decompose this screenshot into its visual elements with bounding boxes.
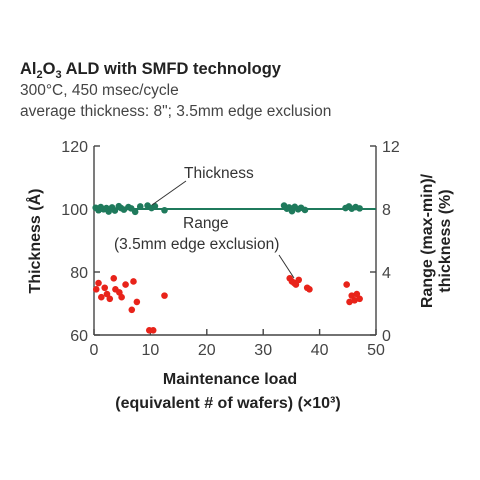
title-sub2: 3 [55, 69, 61, 81]
ticks-layer: 0 10 20 30 40 50 60 80 100 120 0 4 8 12 [61, 139, 400, 359]
range-point [149, 326, 157, 334]
thickness-point [151, 202, 159, 210]
chart-title: Al2O3 ALD with SMFD technology [20, 60, 282, 81]
y-right-tick-label: 4 [382, 265, 391, 282]
range-point [130, 278, 137, 285]
range-point [101, 284, 109, 292]
title-mid: O [43, 60, 56, 78]
subtitle-line-2: average thickness: 8"; 3.5mm edge exclus… [20, 103, 331, 120]
series-layer [92, 202, 376, 334]
x-tick-label: 50 [367, 342, 385, 359]
y-right-tick-label: 0 [382, 328, 391, 345]
thickness-point [131, 208, 139, 216]
range-point [118, 293, 125, 301]
range-point [133, 298, 141, 306]
range-point [98, 293, 105, 301]
x-tick-label: 0 [90, 342, 99, 359]
x-tick-label: 40 [311, 342, 329, 359]
y-left-tick-label: 120 [61, 139, 88, 156]
range-point [95, 279, 102, 287]
range-point [128, 306, 136, 314]
range-point [351, 297, 358, 304]
y-right-tick-label: 12 [382, 139, 400, 156]
x-tick-label: 30 [254, 342, 272, 359]
title-prefix: Al [20, 60, 37, 78]
subtitle-line-1: 300°C, 450 msec/cycle [20, 82, 179, 99]
thickness-point [136, 203, 144, 210]
annotation-thickness: Thickness [184, 165, 254, 182]
thickness-point [301, 206, 309, 214]
range-point [161, 292, 168, 299]
axes [93, 146, 377, 336]
title-rest: ALD with SMFD technology [62, 60, 282, 78]
range-point [295, 276, 303, 284]
range-point [306, 286, 313, 293]
thickness-point [356, 205, 363, 212]
annotation-range-sub: (3.5mm edge exclusion) [114, 236, 279, 253]
annotation-range: Range [183, 215, 229, 232]
y-axis-left-label: Thickness (Å) [25, 189, 44, 294]
thickness-point [161, 206, 168, 214]
y-left-tick-label: 60 [70, 328, 88, 345]
y-axis-right-label-line-2: thickness (%) [437, 189, 454, 292]
range-point [92, 286, 100, 293]
x-tick-label: 10 [142, 342, 160, 359]
range-point [346, 298, 353, 306]
y-left-tick-label: 80 [70, 265, 88, 282]
y-axis-right-label-line-1: Range (max-min)/ [419, 173, 436, 308]
x-tick-label: 20 [198, 342, 216, 359]
title-sub1: 2 [37, 69, 43, 81]
range-point [122, 281, 129, 288]
range-callout-line [278, 254, 295, 279]
range-point [110, 275, 118, 282]
y-right-tick-label: 8 [382, 202, 391, 219]
range-point [343, 281, 350, 288]
range-point [356, 295, 363, 303]
thickness-point [111, 207, 119, 214]
thickness-callout-line [151, 180, 187, 206]
y-left-tick-label: 100 [61, 202, 88, 219]
x-axis-label-line-2: (equivalent # of wafers) (×10³) [115, 395, 340, 412]
x-axis-label-line-1: Maintenance load [163, 371, 297, 388]
range-point [106, 295, 114, 303]
